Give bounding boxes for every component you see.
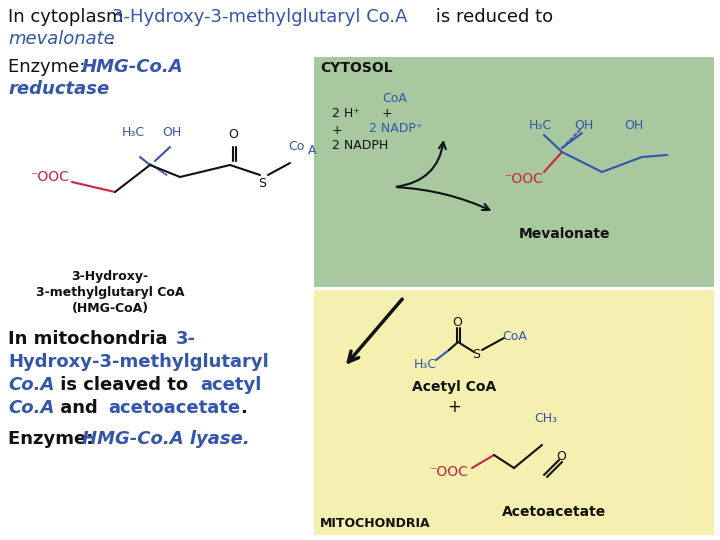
Text: Enzyme:: Enzyme: <box>8 58 91 76</box>
Text: H₃C: H₃C <box>529 119 552 132</box>
Text: H₃C: H₃C <box>414 358 437 371</box>
Text: CoA: CoA <box>382 92 407 105</box>
Text: Co.A: Co.A <box>8 376 55 394</box>
Text: 3-Hydroxy-: 3-Hydroxy- <box>71 270 148 283</box>
Text: In cytoplasm: In cytoplasm <box>8 8 130 26</box>
Text: A: A <box>308 144 317 157</box>
Text: +: + <box>332 124 343 137</box>
Text: ⁻OOC: ⁻OOC <box>504 172 543 186</box>
Text: ⁻OOC: ⁻OOC <box>30 170 69 184</box>
Text: OH: OH <box>574 119 593 132</box>
Text: Co: Co <box>288 140 305 153</box>
Text: 3-: 3- <box>176 330 196 348</box>
Text: S: S <box>258 177 266 190</box>
FancyArrowPatch shape <box>397 142 446 187</box>
Text: Enzyme:: Enzyme: <box>8 430 99 448</box>
Text: CH₃: CH₃ <box>534 412 557 425</box>
Text: HMG-Co.A: HMG-Co.A <box>82 58 184 76</box>
Text: is cleaved to: is cleaved to <box>54 376 194 394</box>
Text: O: O <box>228 128 238 141</box>
Text: H₃C: H₃C <box>122 126 145 139</box>
Text: 2 NADPH: 2 NADPH <box>332 139 388 152</box>
Text: Acetyl CoA: Acetyl CoA <box>412 380 496 394</box>
Text: +: + <box>447 398 461 416</box>
Text: CYTOSOL: CYTOSOL <box>320 61 392 75</box>
Text: O: O <box>556 450 566 463</box>
Text: Acetoacetate: Acetoacetate <box>502 505 606 519</box>
Text: .: . <box>108 30 114 48</box>
Text: In mitochondria: In mitochondria <box>8 330 174 348</box>
Text: 2 H⁺: 2 H⁺ <box>332 107 360 120</box>
Text: MITOCHONDRIA: MITOCHONDRIA <box>320 517 431 530</box>
Bar <box>314 57 714 287</box>
Text: .: . <box>240 399 247 417</box>
Text: 2 NADP⁺: 2 NADP⁺ <box>369 122 423 135</box>
Text: CoA: CoA <box>502 330 527 343</box>
Text: reductase: reductase <box>8 80 109 98</box>
Text: acetyl: acetyl <box>200 376 261 394</box>
Text: Mevalonate: Mevalonate <box>518 227 610 241</box>
FancyArrowPatch shape <box>348 299 402 362</box>
Text: OH: OH <box>624 119 643 132</box>
Text: 3-Hydroxy-3-methylglutaryl Co.A: 3-Hydroxy-3-methylglutaryl Co.A <box>112 8 408 26</box>
Text: +: + <box>382 107 392 120</box>
Text: and: and <box>54 399 104 417</box>
Text: Hydroxy-3-methylglutaryl: Hydroxy-3-methylglutaryl <box>8 353 269 371</box>
Text: is reduced to: is reduced to <box>430 8 553 26</box>
Text: (HMG-CoA): (HMG-CoA) <box>71 302 148 315</box>
Text: acetoacetate: acetoacetate <box>108 399 240 417</box>
Text: Co.A: Co.A <box>8 399 55 417</box>
Text: HMG-Co.A lyase.: HMG-Co.A lyase. <box>82 430 250 448</box>
Bar <box>314 290 714 535</box>
Text: OH: OH <box>162 126 181 139</box>
FancyArrowPatch shape <box>397 187 490 210</box>
Text: 3-methylglutaryl CoA: 3-methylglutaryl CoA <box>36 286 184 299</box>
Text: O: O <box>452 316 462 329</box>
Text: ⁻OOC: ⁻OOC <box>429 465 468 479</box>
Text: mevalonate: mevalonate <box>8 30 114 48</box>
Text: S: S <box>472 348 480 361</box>
